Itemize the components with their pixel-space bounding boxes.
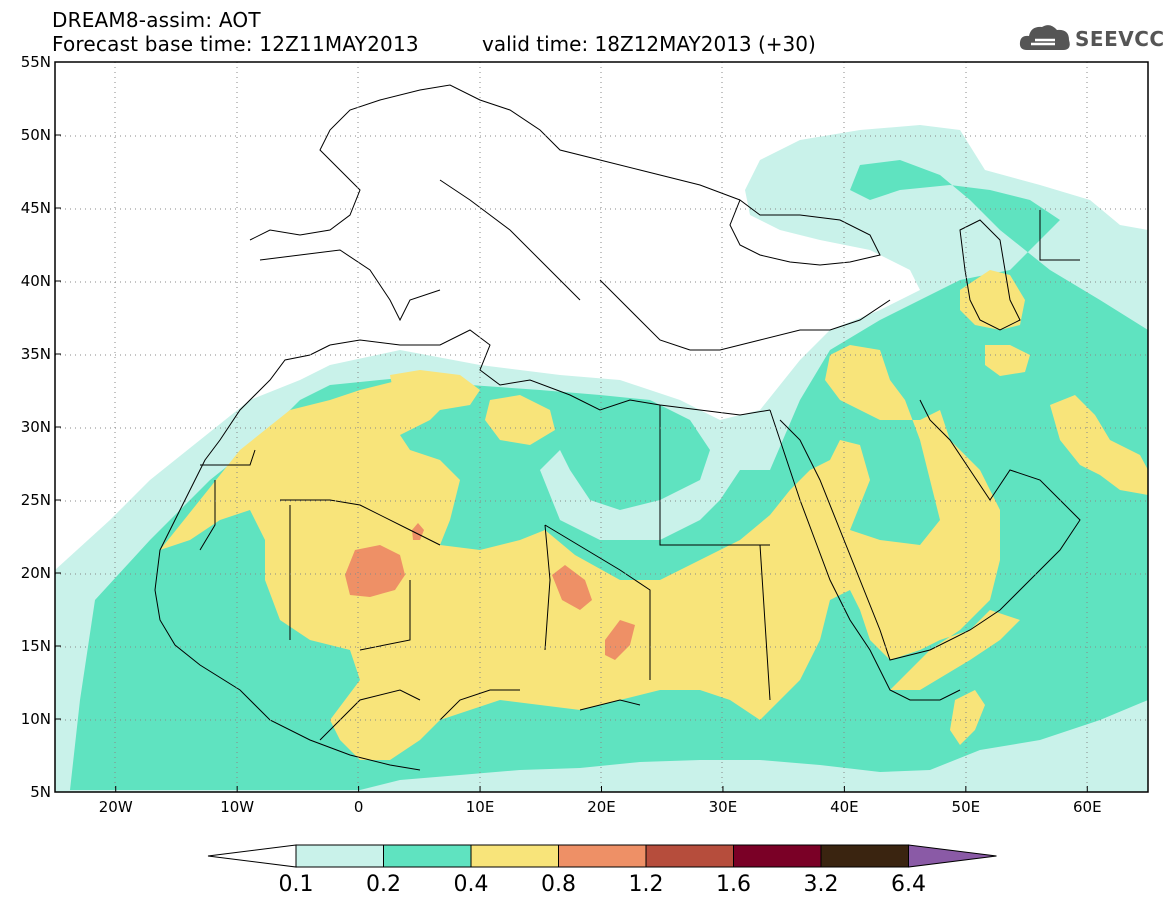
valid-time: valid time: 18Z12MAY2013 (+30): [482, 32, 816, 56]
legend-swatch: [295, 844, 384, 868]
legend-label: 0.2: [366, 872, 401, 897]
lat-label: 20N: [21, 564, 51, 582]
logo-text: SEEVCCC: [1075, 27, 1165, 51]
longitude-axis: 20W 10W 0 10E 20E 30E 40E 50E 60E: [99, 786, 1102, 816]
title-line-2: Forecast base time: 12Z11MAY2013: [52, 32, 419, 56]
cloud-icon: [1019, 25, 1070, 50]
legend-label: 3.2: [804, 872, 839, 897]
legend-under-arrow: [207, 844, 297, 868]
lat-label: 30N: [21, 418, 51, 436]
legend-swatch: [820, 844, 909, 868]
lat-label: 10N: [21, 710, 51, 728]
lon-label: 10E: [466, 798, 495, 816]
latitude-axis: 55N 50N 45N 40N 35N 30N 25N 20N 15N 10N 5N: [21, 53, 61, 801]
aot-band-0-4-somalia: [950, 690, 985, 745]
border-sahara: [280, 405, 771, 701]
lon-label: 60E: [1073, 798, 1102, 816]
lon-label: 0: [354, 798, 364, 816]
graticule: [55, 62, 1148, 792]
aot-band-0-4-iran: [985, 345, 1030, 376]
coast-africa-west: [154, 344, 421, 771]
title-line-1: DREAM8-assim: AOT: [52, 8, 261, 32]
legend-swatch: [558, 844, 647, 868]
aot-contours: [55, 125, 1148, 792]
legend-label: 0.1: [279, 872, 314, 897]
seevccc-logo: SEEVCCC: [1017, 20, 1165, 56]
coastlines: [154, 84, 1081, 771]
legend-label: 1.6: [716, 872, 751, 897]
coast-black-sea: [729, 199, 881, 266]
colorbar-legend: 0.1 0.2 0.4 0.8 1.2 1.6 3.2 6.4: [207, 844, 997, 897]
lon-label: 50E: [952, 798, 981, 816]
coast-mediterranean-south: [329, 329, 771, 416]
aot-band-0-8-sudan: [605, 620, 635, 660]
legend-swatch: [645, 844, 734, 868]
lat-label: 50N: [21, 126, 51, 144]
lon-label: 10W: [220, 798, 254, 816]
coast-caspian: [959, 219, 1021, 331]
legend-swatch: [470, 844, 559, 868]
legend-label: 6.4: [891, 872, 926, 897]
legend-label: 0.8: [541, 872, 576, 897]
coast-anatolia: [690, 299, 891, 351]
lat-label: 5N: [30, 783, 51, 801]
lon-label: 20E: [587, 798, 616, 816]
lon-label: 30E: [709, 798, 738, 816]
legend-label: 0.4: [454, 872, 489, 897]
lat-label: 15N: [21, 637, 51, 655]
aot-band-0-4-caspian: [960, 270, 1025, 330]
lat-label: 25N: [21, 491, 51, 509]
border-misc: [199, 210, 1080, 741]
legend-swatch: [383, 844, 472, 868]
aot-band-0-4-libya: [485, 395, 555, 445]
legend-over-arrow: [908, 844, 997, 868]
lon-label: 20W: [99, 798, 133, 816]
lat-label: 40N: [21, 272, 51, 290]
aot-band-0-4-north: [390, 370, 480, 410]
lon-label: 40E: [830, 798, 859, 816]
aot-band-0-8-chad: [552, 565, 592, 610]
lat-label: 35N: [21, 345, 51, 363]
coast-europe: [249, 84, 741, 351]
coast-arabia: [779, 399, 1081, 661]
aot-band-0-8-mali: [345, 545, 405, 597]
lat-label: 45N: [21, 199, 51, 217]
aot-band-0-4: [160, 345, 1020, 760]
legend-swatch: [733, 844, 822, 868]
lat-label: 55N: [21, 53, 51, 71]
coast-red-sea: [769, 409, 961, 701]
aot-band-0-4-east: [1050, 395, 1148, 495]
legend-label: 1.2: [629, 872, 664, 897]
